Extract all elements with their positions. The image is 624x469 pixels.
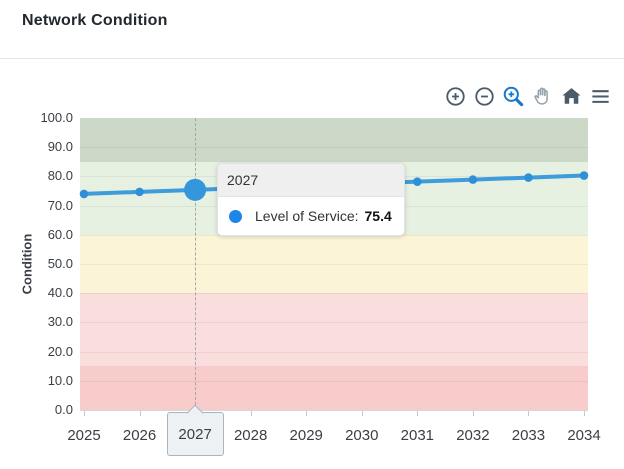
y-gridline [80, 293, 588, 295]
x-tick-mark [528, 411, 530, 416]
x-tick-label: 2027 [178, 425, 212, 443]
zoom-in-button[interactable] [442, 83, 468, 109]
y-gridline [80, 322, 588, 324]
x-axis-line [80, 410, 588, 411]
y-tick-label: 30.0 [47, 314, 73, 330]
home-icon [561, 87, 581, 104]
header-divider [0, 58, 624, 59]
x-tick-mark [84, 411, 85, 416]
x-tick-label: 2031 [400, 427, 435, 444]
x-label-selected: 2027 [166, 404, 224, 456]
tooltip-value: 75.4 [364, 208, 392, 224]
x-tick-label: 2029 [289, 427, 323, 444]
chart-toolbar [442, 83, 613, 109]
box-zoom-icon [503, 86, 524, 107]
data-point-2034[interactable] [579, 171, 589, 180]
y-tick-label: 10.0 [47, 372, 73, 388]
level-of-service-series [79, 171, 589, 201]
data-point-2025[interactable] [79, 189, 89, 199]
plot-area[interactable] [79, 118, 589, 410]
y-tick-label: 20.0 [47, 343, 73, 359]
series-marker-icon [229, 209, 242, 223]
x-tick-mark [417, 411, 419, 416]
y-tick-label: 90.0 [47, 139, 73, 155]
x-tick-mark [361, 411, 363, 416]
x-tick-mark [139, 411, 141, 416]
data-point-2033[interactable] [524, 173, 533, 182]
hover-guide-line [195, 118, 197, 410]
tooltip-title: 2027 [218, 164, 404, 197]
reset-home-button[interactable] [558, 83, 584, 109]
condition-band-0-15 [80, 366, 588, 410]
x-tick-label: 2026 [122, 427, 157, 444]
y-gridline [80, 351, 588, 353]
y-gridline [80, 380, 588, 382]
tooltip-body: Level of Service: 75.4 [218, 197, 404, 235]
tooltip-series-label: Level of Service: [255, 208, 359, 224]
condition-band-85-100 [80, 118, 588, 162]
condition-band-15-40 [80, 293, 588, 367]
pan-hand-icon [533, 87, 548, 105]
condition-band-40-60 [80, 234, 588, 294]
x-tick-label: 2032 [456, 427, 490, 444]
x-tick-label: 2034 [567, 427, 601, 444]
y-tick-label: 40.0 [47, 285, 73, 301]
x-tick-mark [306, 411, 308, 416]
y-tick-label: 50.0 [47, 256, 73, 271]
y-tick-label: 80.0 [47, 168, 73, 184]
y-tick-label: 70.0 [47, 197, 73, 213]
data-point-2031[interactable] [413, 177, 422, 186]
x-tick-label: 2033 [511, 427, 546, 444]
zoom-out-icon [474, 86, 494, 106]
selected-data-point-2027[interactable] [184, 178, 207, 201]
zoom-out-button[interactable] [471, 83, 497, 109]
menu-icon [591, 89, 609, 103]
y-gridline [80, 147, 588, 149]
pan-button[interactable] [529, 83, 555, 109]
y-gridline [80, 264, 588, 265]
x-tick-label: 2030 [345, 427, 379, 444]
data-point-2026[interactable] [135, 187, 144, 197]
data-point-2032[interactable] [468, 175, 478, 184]
page-title: Network Condition [22, 12, 168, 29]
menu-button[interactable] [587, 83, 613, 109]
x-tick-label: 2028 [233, 427, 268, 444]
zoom-in-icon [445, 86, 465, 106]
y-tick-label: 60.0 [47, 226, 73, 242]
box-zoom-button[interactable] [500, 83, 526, 109]
y-tick-label: 100.0 [40, 110, 73, 125]
x-tick-label: 2025 [67, 427, 101, 444]
y-axis-labels: 100.0 90.0 80.0 70.0 60.0 50.0 40.0 30.0 20.0 10.… [0, 110, 73, 417]
x-tick-mark [250, 411, 252, 416]
x-tick-mark [584, 411, 585, 416]
x-tick-mark [472, 411, 474, 416]
tooltip: 2027 Level of Service: 75.4 [217, 163, 405, 236]
x-axis: 2025 2026 2027 2028 2029 2030 2031 2032 2033 2034 [67, 404, 601, 469]
y-tick-label: 0.0 [54, 402, 73, 417]
